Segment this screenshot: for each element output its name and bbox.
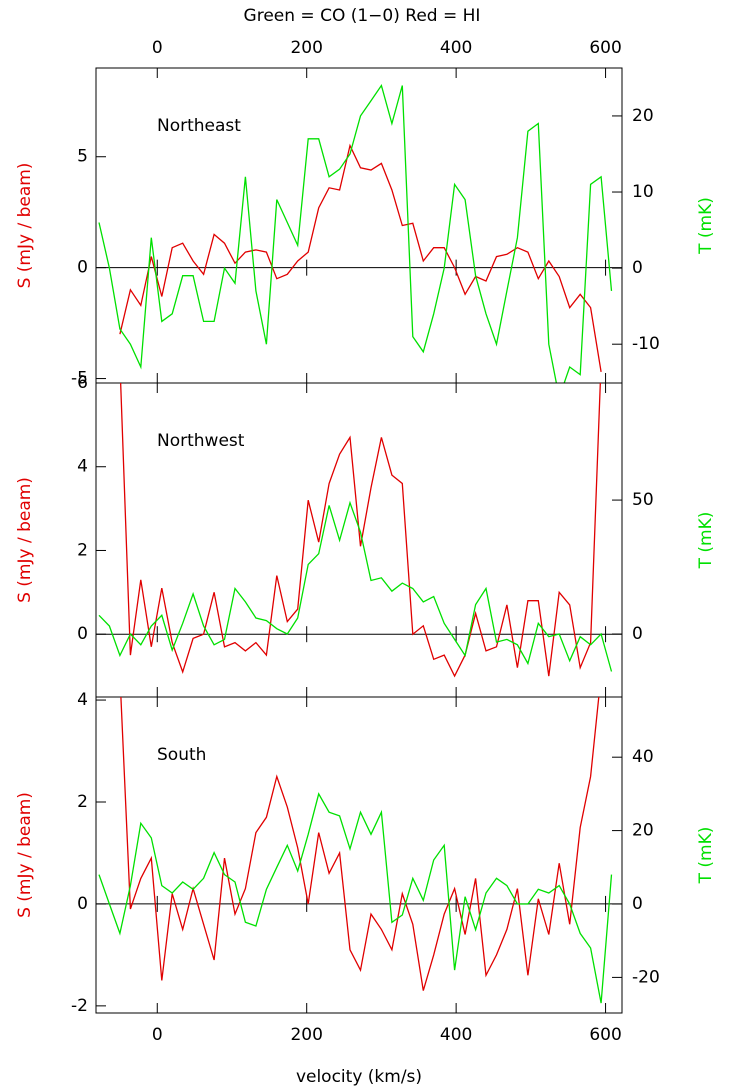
x-tick-label: 600 xyxy=(589,1025,621,1045)
y-axis-label: S (mJy / beam) xyxy=(15,792,35,918)
x-tick-label: 0 xyxy=(152,1025,163,1045)
x-tick-label: 400 xyxy=(440,38,472,58)
x-tick-label: 200 xyxy=(290,38,322,58)
y2-tick-label: 20 xyxy=(632,106,654,126)
y-tick-label: -5 xyxy=(71,369,88,389)
y2-tick-label: 40 xyxy=(632,747,654,767)
y2-tick-label: -10 xyxy=(632,334,660,354)
series-line xyxy=(98,83,613,383)
chart-title: Green = CO (1−0) Red = HI xyxy=(244,6,481,26)
y-tick-label: 2 xyxy=(77,540,88,560)
panel-label: South xyxy=(157,745,206,765)
y2-tick-label: 50 xyxy=(632,490,654,510)
y2-tick-label: 0 xyxy=(632,624,643,644)
y-tick-label: 5 xyxy=(77,147,88,167)
x-tick-label: 400 xyxy=(440,1025,472,1045)
y-axis-label: S (mJy / beam) xyxy=(15,163,35,289)
series-line xyxy=(98,500,613,672)
series-line xyxy=(119,143,602,373)
y2-axis-label: T (mK) xyxy=(696,512,716,570)
panel-label: Northwest xyxy=(157,431,245,451)
y-tick-label: -2 xyxy=(71,996,88,1016)
panel-label: Northeast xyxy=(157,116,241,136)
x-axis-label: velocity (km/s) xyxy=(296,1067,422,1087)
y2-tick-label: 0 xyxy=(632,258,643,278)
series-line xyxy=(120,697,600,991)
y-tick-label: 0 xyxy=(77,258,88,278)
series-line xyxy=(98,792,613,1004)
x-tick-label: 0 xyxy=(152,38,163,58)
y-tick-label: 4 xyxy=(77,457,88,477)
x-tick-label: 600 xyxy=(589,38,621,58)
x-tick-label: 200 xyxy=(290,1025,322,1045)
series-line xyxy=(119,383,601,678)
y2-axis-label: T (mK) xyxy=(696,197,716,255)
y2-tick-label: -20 xyxy=(632,967,660,987)
y2-tick-label: 10 xyxy=(632,182,654,202)
y-tick-label: 2 xyxy=(77,792,88,812)
y-axis-label: S (mJy / beam) xyxy=(15,477,35,603)
y2-tick-label: 0 xyxy=(632,894,643,914)
y-tick-label: 6 xyxy=(77,373,88,393)
y-tick-label: 0 xyxy=(77,894,88,914)
y2-tick-label: 20 xyxy=(632,821,654,841)
plot-frame xyxy=(95,696,623,1014)
y2-axis-label: T (mK) xyxy=(696,827,716,885)
y-tick-label: 4 xyxy=(77,690,88,710)
y-tick-label: 0 xyxy=(77,624,88,644)
